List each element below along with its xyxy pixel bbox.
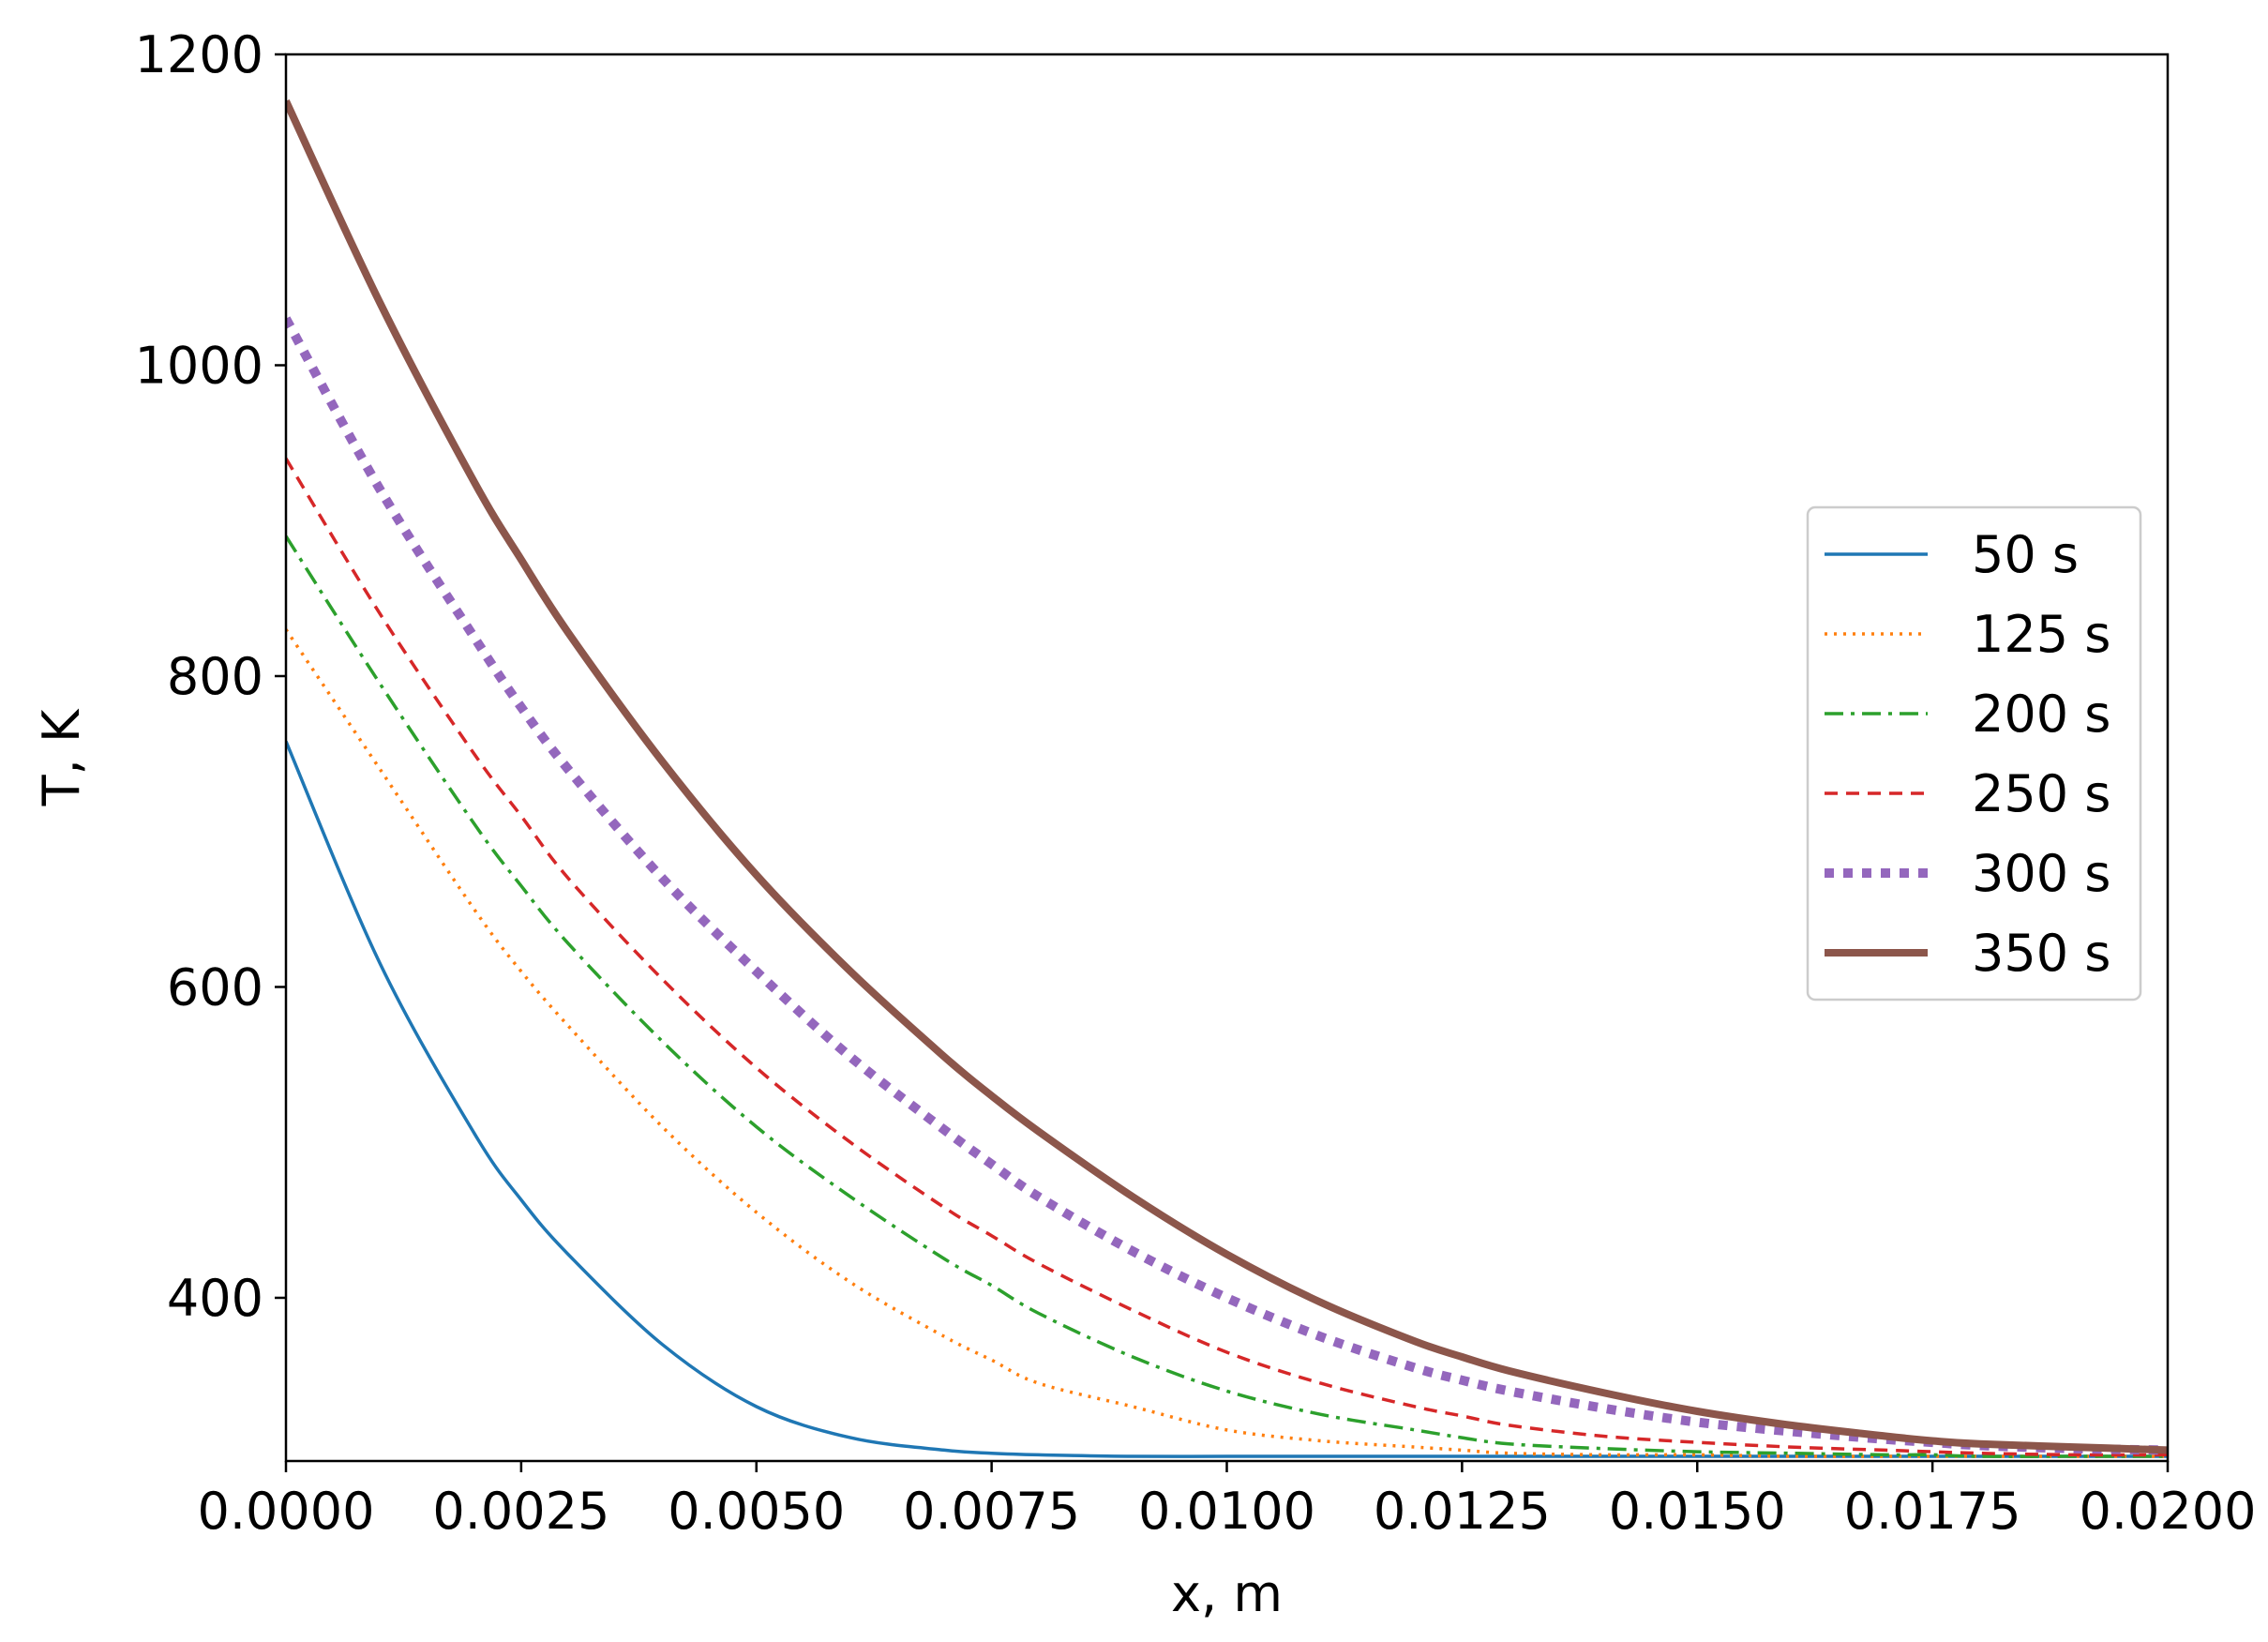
x-tick-label: 0.0000 — [198, 1482, 375, 1541]
legend-label: 300 s — [1972, 844, 2110, 903]
legend-label: 250 s — [1972, 764, 2110, 823]
series-layer — [286, 99, 2168, 1458]
y-tick-label: 800 — [167, 647, 263, 706]
x-axis: 0.0000 0.0025 0.0050 0.0075 0.0100 0.0125 0.01… — [198, 1461, 2257, 1541]
x-tick-label: 0.0100 — [1138, 1482, 1315, 1541]
x-tick-label: 0.0175 — [1844, 1482, 2021, 1541]
series-line-200-s — [286, 535, 2168, 1458]
series-line-300-s — [286, 316, 2168, 1455]
y-tick-label: 400 — [167, 1269, 263, 1328]
x-axis-label: x, m — [1171, 1564, 1283, 1623]
series-line-250-s — [286, 457, 2168, 1457]
x-tick-label: 0.0200 — [2080, 1482, 2257, 1541]
series-line-125-s — [286, 628, 2168, 1458]
legend-label: 200 s — [1972, 685, 2110, 744]
legend-label: 125 s — [1972, 605, 2110, 664]
legend-label: 350 s — [1972, 924, 2110, 983]
x-tick-label: 0.0150 — [1609, 1482, 1786, 1541]
legend-label: 50 s — [1972, 525, 2079, 584]
y-axis: 400 600 800 1000 1200 — [135, 25, 286, 1328]
x-tick-label: 0.0050 — [668, 1482, 845, 1541]
series-line-350-s — [286, 99, 2168, 1454]
y-tick-label: 600 — [167, 957, 263, 1017]
series-line-50-s — [286, 740, 2168, 1458]
x-tick-label: 0.0075 — [903, 1482, 1080, 1541]
x-tick-label: 0.0125 — [1374, 1482, 1551, 1541]
legend-box — [1806, 505, 2142, 1002]
y-axis-label: T, K — [32, 708, 91, 806]
y-tick-label: 1200 — [135, 25, 263, 84]
x-tick-label: 0.0025 — [432, 1482, 609, 1541]
y-tick-label: 1000 — [135, 336, 263, 395]
legend: 50 s 125 s 200 s 250 s 300 s 350 s — [1806, 505, 2142, 1002]
